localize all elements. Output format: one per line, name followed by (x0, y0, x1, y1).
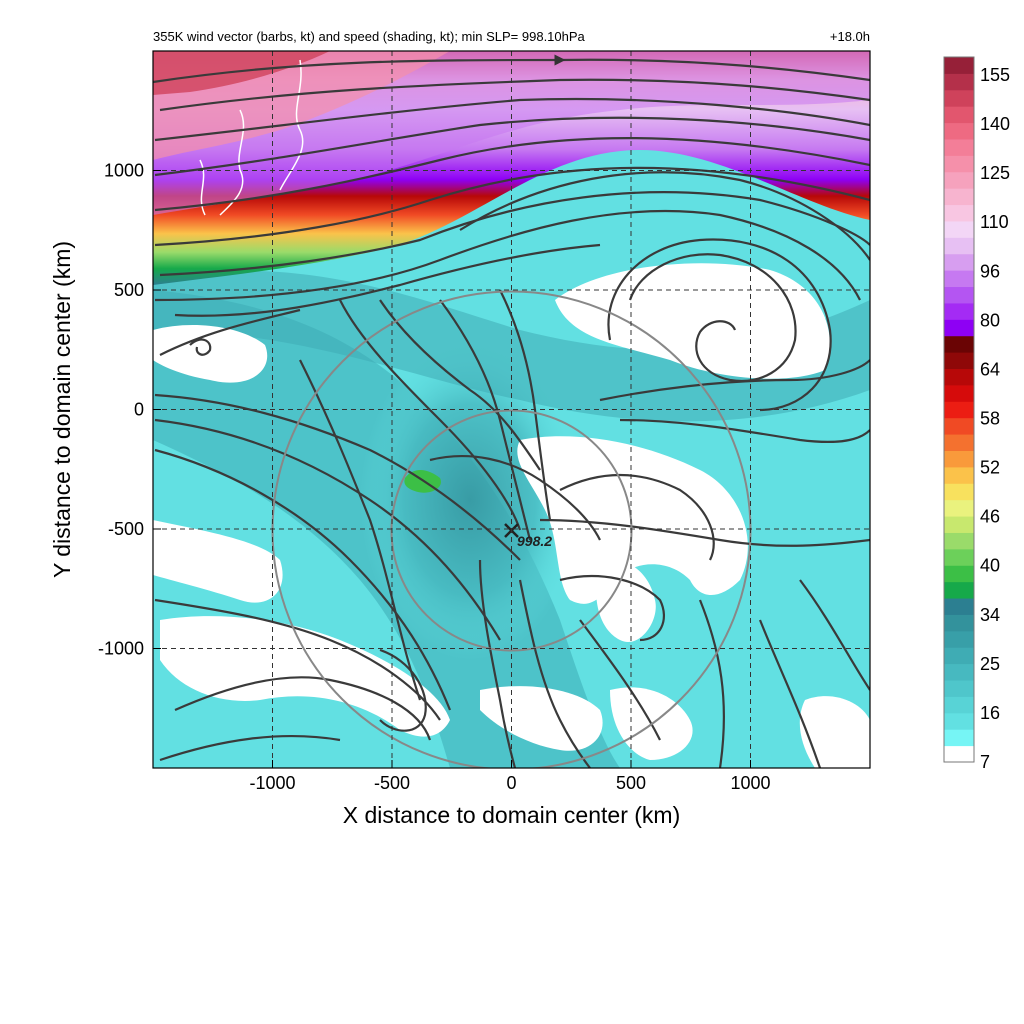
colorbar-swatch (944, 532, 974, 550)
colorbar-swatch (944, 401, 974, 419)
colorbar-tick-label: 52 (980, 458, 1000, 478)
colorbar-swatch (944, 270, 974, 288)
colorbar-swatch (944, 565, 974, 583)
colorbar-swatch (944, 696, 974, 714)
colorbar-swatch (944, 57, 974, 74)
colorbar-tick-label: 34 (980, 605, 1000, 625)
colorbar-swatch (944, 220, 974, 238)
y-axis-label: Y distance to domain center (km) (49, 241, 75, 578)
colorbar-frame (943, 56, 975, 763)
colorbar-tick-label: 155 (980, 65, 1010, 85)
colorbar-swatch (944, 581, 974, 599)
colorbar-swatch (944, 237, 974, 255)
colorbar-tick-label: 110 (980, 212, 1009, 232)
colorbar-labels: 155 140 125 110 96 80 64 58 52 46 40 34 25 16 7 (980, 65, 1010, 772)
colorbar-tick-label: 64 (980, 359, 1000, 379)
colorbar-tick-label: 40 (980, 556, 1000, 576)
colorbar-swatch (944, 712, 974, 730)
colorbar-swatch (944, 122, 974, 140)
y-tick-label: 1000 (104, 161, 144, 181)
colorbar-tick-label: 16 (980, 703, 1000, 723)
x-tick-label: 1000 (730, 773, 770, 793)
colorbar-swatch (944, 106, 974, 124)
colorbar-tick-label: 80 (980, 310, 1000, 330)
y-tick-label: -500 (108, 519, 144, 539)
colorbar-swatch (944, 647, 974, 665)
colorbar-swatch (944, 745, 974, 763)
y-tick-label: 500 (114, 280, 144, 300)
y-tick-label: 0 (134, 400, 144, 420)
x-tick-label: 0 (506, 773, 516, 793)
grid-lines (153, 51, 870, 768)
chart-title-left: 355K wind vector (barbs, kt) and speed (… (153, 29, 586, 44)
colorbar-swatch (944, 450, 974, 468)
y-ticks: 1000 500 0 -500 -1000 (98, 161, 161, 659)
colorbar-swatch (944, 614, 974, 632)
colorbar-tick-label: 25 (980, 654, 1000, 674)
colorbar-swatch (944, 335, 974, 353)
chart-title-right: +18.0h (830, 29, 870, 44)
colorbar-swatch (944, 204, 974, 222)
y-tick-label: -1000 (98, 639, 144, 659)
x-tick-label: 500 (616, 773, 646, 793)
colorbar-swatch (944, 516, 974, 533)
colorbar-tick-label: 46 (980, 507, 1000, 527)
colorbar (943, 56, 975, 763)
x-tick-label: -1000 (249, 773, 295, 793)
colorbar-swatch (944, 384, 974, 402)
x-axis-label: X distance to domain center (km) (343, 802, 680, 828)
colorbar-swatch (944, 155, 974, 173)
colorbar-swatch (944, 598, 974, 615)
x-tick-label: -500 (374, 773, 410, 793)
colorbar-tick-label: 96 (980, 261, 1000, 281)
colorbar-tick-label: 140 (980, 114, 1010, 134)
colorbar-swatch (944, 286, 974, 304)
speed-shading: 998.2 (153, 51, 870, 768)
colorbar-swatch (944, 680, 974, 697)
colorbar-swatch (944, 302, 974, 320)
colorbar-swatch (944, 368, 974, 386)
colorbar-tick-label: 58 (980, 409, 1000, 429)
colorbar-swatch (944, 548, 974, 566)
colorbar-swatch (944, 73, 974, 91)
colorbar-swatch (944, 663, 974, 681)
colorbar-swatch (944, 253, 974, 271)
colorbar-swatch (944, 171, 974, 189)
streamlines (153, 54, 870, 768)
colorbar-swatch (944, 417, 974, 435)
min-slp-label: 998.2 (517, 533, 552, 549)
x-ticks: -1000 -500 0 500 1000 (249, 760, 771, 793)
colorbar-swatch (944, 729, 974, 747)
colorbar-swatch (944, 319, 974, 337)
colorbar-swatch (944, 138, 974, 156)
colorbar-swatch (944, 434, 974, 451)
colorbar-swatch (944, 466, 974, 484)
colorbar-swatch (944, 630, 974, 648)
colorbar-swatch (944, 188, 974, 206)
colorbar-swatch (944, 483, 974, 501)
colorbar-tick-label: 125 (980, 163, 1010, 183)
colorbar-swatch (944, 499, 974, 517)
colorbar-swatch (944, 352, 974, 370)
colorbar-tick-label: 7 (980, 752, 990, 772)
colorbar-swatch (944, 89, 974, 107)
